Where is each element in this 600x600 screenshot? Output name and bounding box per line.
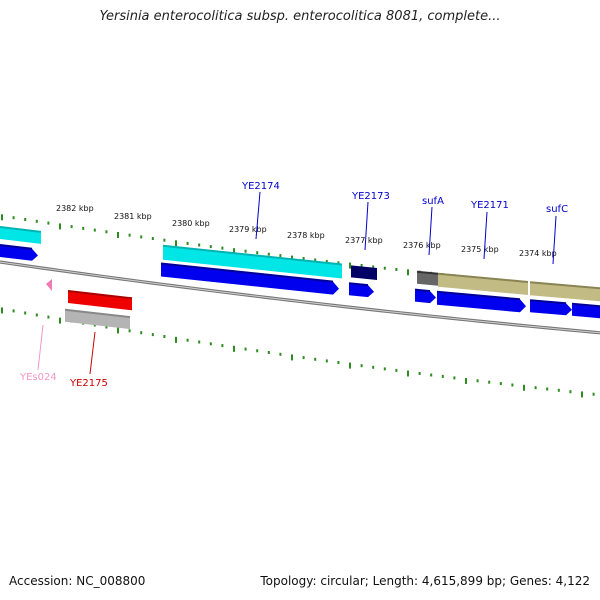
leader-sufa — [428, 206, 433, 256]
accession-label: Accession: — [9, 574, 73, 588]
scale-label-2376: 2376 kbp — [403, 241, 441, 250]
leader-sufc — [552, 215, 557, 265]
feature-ye2173-gene[interactable] — [351, 265, 377, 280]
feature-ye2174-cds-edge — [160, 262, 334, 283]
feature-ye2175-gene-edge — [67, 290, 133, 300]
feature-sufa-gene-edge — [416, 270, 439, 275]
feature-ye2171-gene-edge — [437, 272, 529, 283]
topology-text: Topology: circular; Length: 4,615,899 bp… — [260, 574, 590, 588]
gene-label-ye2171[interactable]: YE2171 — [470, 200, 509, 211]
feature-ye2171-cds-edge — [436, 290, 521, 301]
scale-labels: 2382 kbp 2381 kbp 2380 kbp 2379 kbp 2378… — [56, 204, 557, 258]
feature-right-cds-edge — [571, 302, 600, 308]
feature-ye2173-cds-edge — [348, 282, 369, 287]
leader-ye2174 — [255, 191, 261, 240]
feature-ye2175-gene[interactable] — [68, 291, 132, 311]
feature-sufc-cds[interactable] — [530, 300, 572, 316]
gene-label-sufa[interactable]: sufA — [422, 196, 444, 207]
feature-ye2171-cds[interactable] — [437, 291, 526, 313]
feature-right-cds[interactable] — [572, 303, 600, 319]
feature-ye2175-cds-edge — [64, 308, 131, 319]
leader-ye2173 — [364, 201, 369, 251]
feature-ye2174-gene-edge — [162, 244, 343, 266]
gene-label-sufc[interactable]: sufC — [546, 204, 568, 215]
feature-sufc-cds-edge — [529, 299, 567, 305]
feature-yes024[interactable] — [46, 279, 52, 291]
feature-sufa-cds[interactable] — [415, 289, 436, 304]
feature-left-cyan-edge — [0, 226, 42, 233]
accession-value: NC_008800 — [76, 574, 146, 588]
feature-ye2174-gene[interactable] — [163, 245, 342, 279]
leader-ye2171 — [483, 211, 488, 260]
scale-label-2380: 2380 kbp — [172, 219, 210, 228]
accession-text: Accession: NC_008800 — [9, 574, 145, 588]
gene-label-ye2174[interactable]: YE2174 — [241, 181, 280, 192]
scale-label-2378: 2378 kbp — [287, 231, 325, 240]
feature-ye2174-cds[interactable] — [161, 263, 339, 295]
scale-label-2375: 2375 kbp — [461, 245, 499, 254]
gene-label-ye2173[interactable]: YE2173 — [351, 191, 390, 202]
leader-yes024 — [37, 324, 44, 371]
scale-label-2379: 2379 kbp — [229, 225, 267, 234]
gene-labels[interactable]: YE2174 YE2173 sufA YE2171 sufC YEs024 YE… — [19, 181, 568, 389]
feature-sufc-gene-edge — [529, 281, 600, 290]
leader-ye2175 — [89, 331, 96, 375]
gene-label-ye2175[interactable]: YE2175 — [69, 378, 108, 389]
gene-label-yes024[interactable]: YEs024 — [19, 372, 57, 383]
feature-sufa-gene[interactable] — [417, 271, 438, 286]
backbone-highlight — [0, 261, 600, 334]
gene-features[interactable] — [0, 226, 600, 330]
map-title: Yersinia enterocolitica subsp. enterocol… — [99, 9, 501, 24]
feature-ye2171-gene[interactable] — [438, 273, 528, 295]
scale-label-2382: 2382 kbp — [56, 204, 94, 213]
scale-label-2381: 2381 kbp — [114, 212, 152, 221]
scale-label-2377: 2377 kbp — [345, 236, 383, 245]
genome-backbone — [0, 260, 600, 335]
feature-ye2175-cds[interactable] — [65, 309, 130, 330]
scale-label-2374: 2374 kbp — [519, 249, 557, 258]
feature-ye2173-cds[interactable] — [349, 283, 374, 298]
feature-left-cds-edge — [0, 244, 33, 250]
feature-sufa-cds-edge — [414, 288, 431, 293]
